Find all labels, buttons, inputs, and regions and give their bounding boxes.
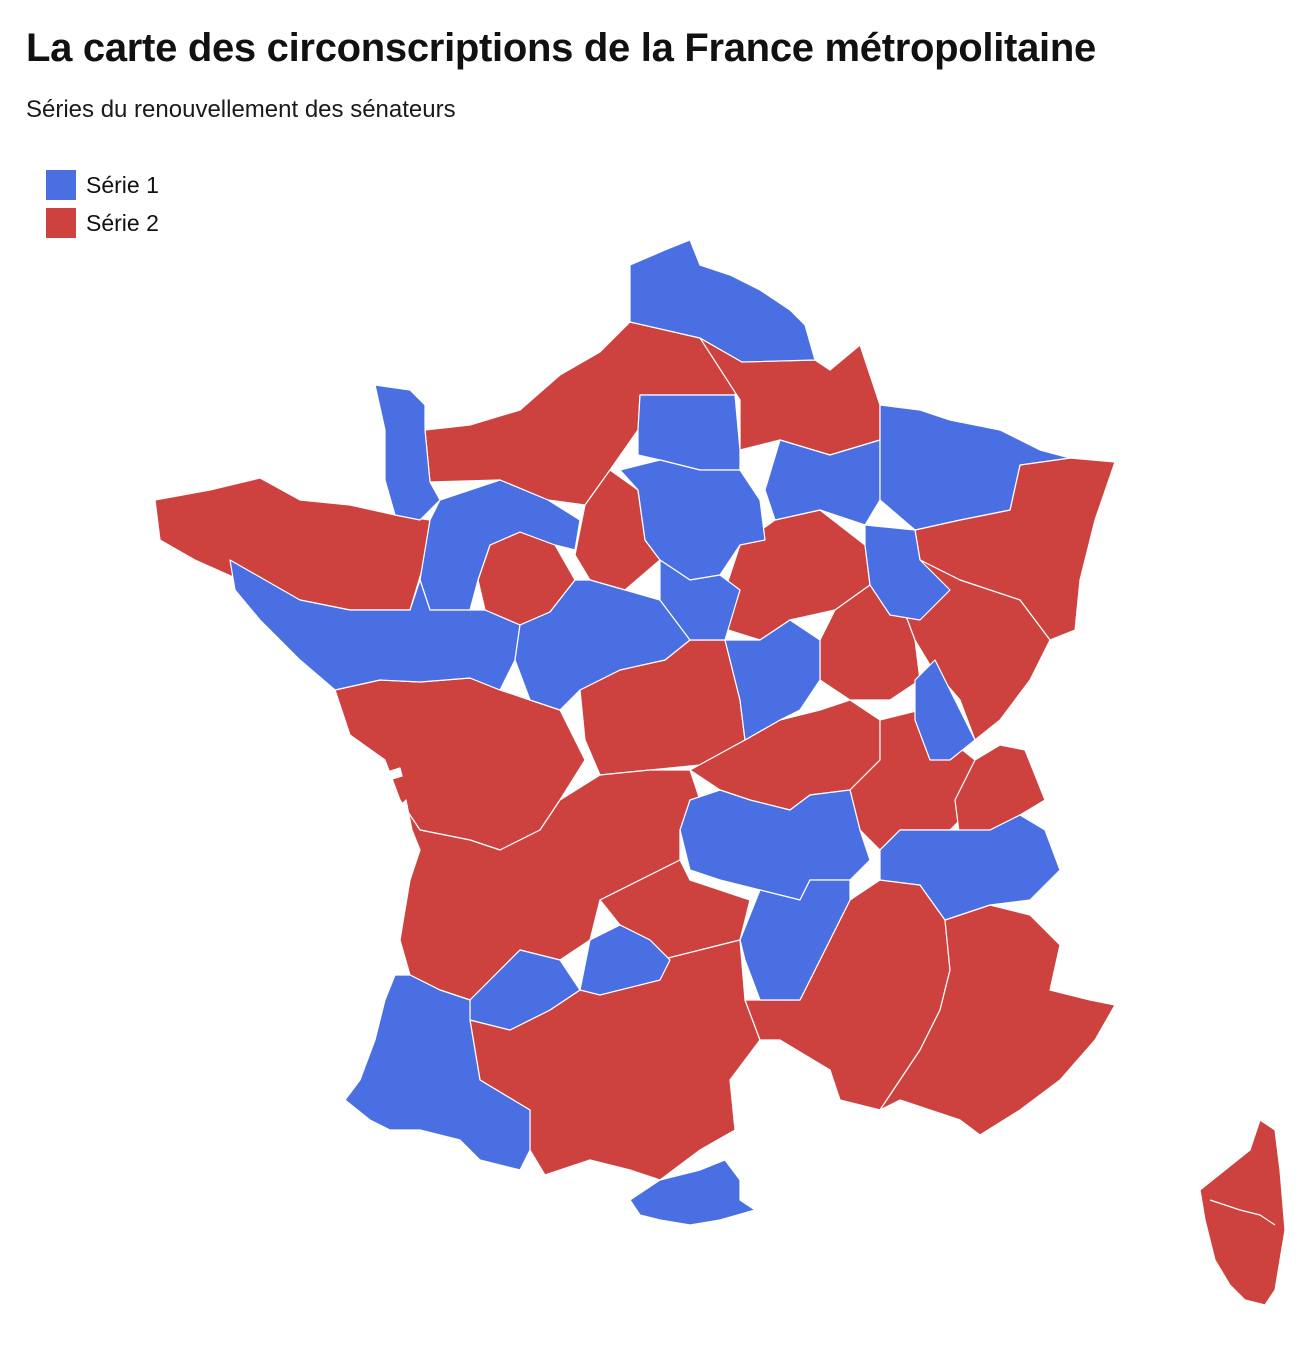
region-loir-et-cher bbox=[514, 579, 691, 711]
region-cantal-lozere bbox=[739, 879, 851, 1001]
region-lot bbox=[579, 924, 671, 996]
region-loiret-yonne bbox=[659, 559, 741, 641]
legend: Série 1 Série 2 bbox=[46, 168, 159, 244]
legend-label-serie-1: Série 1 bbox=[86, 171, 159, 198]
legend-item-serie-1: Série 1 bbox=[46, 168, 159, 202]
region-bretagne-west bbox=[154, 477, 431, 611]
serie-1-regions bbox=[229, 239, 1071, 1226]
region-puy-de-dome bbox=[679, 789, 871, 901]
region-ile-de-france-south bbox=[619, 459, 766, 581]
legend-swatch-serie-1 bbox=[46, 170, 76, 200]
region-oise-ile-de-france bbox=[637, 394, 741, 471]
region-nord-pas-de-calais bbox=[629, 239, 816, 363]
region-ile-de-re bbox=[377, 767, 403, 783]
legend-label-serie-2: Série 2 bbox=[86, 209, 159, 236]
region-ile-d-oleron bbox=[397, 799, 413, 839]
legend-swatch-serie-2 bbox=[46, 208, 76, 238]
region-haute-marne bbox=[864, 524, 951, 621]
region-nievre bbox=[724, 619, 821, 741]
region-belle-ile bbox=[261, 645, 275, 656]
region-lorraine bbox=[879, 404, 1071, 531]
region-ain bbox=[914, 659, 976, 761]
map-subtitle: Séries du renouvellement des sénateurs bbox=[26, 96, 456, 123]
serie-2-regions bbox=[154, 321, 1286, 1306]
region-pyrenees-orientales bbox=[629, 1159, 756, 1226]
region-landes-pyrenees-atlantiques bbox=[344, 974, 531, 1171]
legend-item-serie-2: Série 2 bbox=[46, 206, 159, 240]
region-corse bbox=[1199, 1119, 1286, 1306]
corse-division bbox=[1209, 1199, 1276, 1226]
region-isere-savoie bbox=[879, 814, 1061, 921]
region-paca bbox=[879, 904, 1116, 1136]
map-title: La carte des circonscriptions de la Fran… bbox=[26, 26, 1096, 70]
coast-details bbox=[261, 645, 1276, 1226]
region-jura-doubs bbox=[899, 559, 1051, 741]
